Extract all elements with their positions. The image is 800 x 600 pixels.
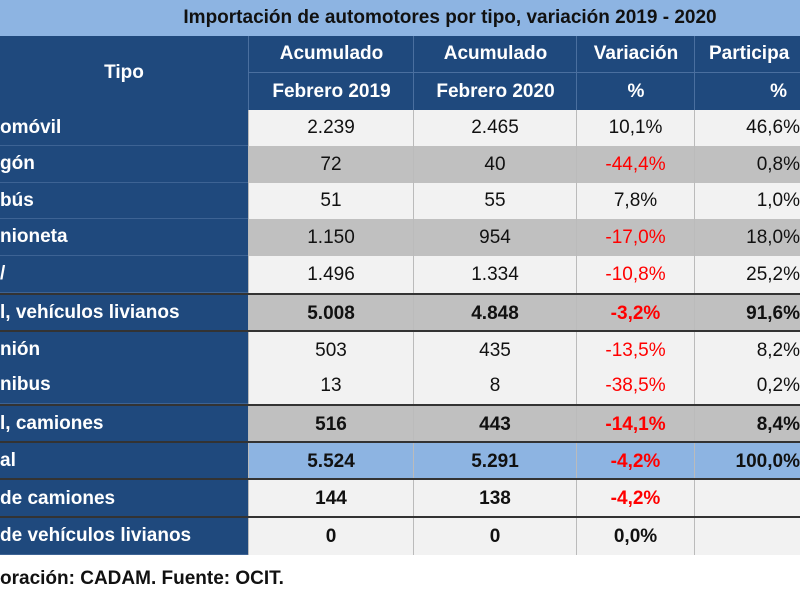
cell-2020: 435 xyxy=(413,332,576,369)
cell-2020: 55 xyxy=(413,183,576,219)
cell-2020: 2.465 xyxy=(413,110,576,146)
header-col-variacion: Variación % xyxy=(576,36,695,110)
header-sublabel: % xyxy=(577,72,695,110)
table-row: de camiones 144 138 -4,2% xyxy=(0,478,800,518)
cell-2019: 516 xyxy=(248,406,413,443)
table-row: nioneta 1.150 954 -17,0% 18,0% xyxy=(0,219,800,256)
table-row: de vehículos livianos 0 0 0,0% xyxy=(0,516,800,555)
cell-variacion: -4,2% xyxy=(576,443,694,480)
cell-2019: 503 xyxy=(248,332,413,369)
row-label: bús xyxy=(0,183,248,219)
cell-2019: 144 xyxy=(248,480,413,518)
table-row: al 5.524 5.291 -4,2% 100,0% xyxy=(0,441,800,480)
header-col-2020: Acumulado Febrero 2020 xyxy=(413,36,577,110)
table-row: /1.496 1.334 -10,8% 25,2% xyxy=(0,256,800,293)
header-tipo-label: Tipo xyxy=(104,62,144,83)
cell-participacion: 8,2% xyxy=(694,332,800,369)
cell-participacion xyxy=(694,480,800,518)
cell-participacion: 0,2% xyxy=(694,367,800,404)
header-label: Participa xyxy=(709,43,790,64)
row-label: al xyxy=(0,443,248,480)
row-label: / xyxy=(0,256,248,293)
cell-2020: 954 xyxy=(413,219,576,256)
row-label: omóvil xyxy=(0,110,248,146)
table-title: Importación de automotores por tipo, var… xyxy=(0,0,800,36)
cell-variacion: 7,8% xyxy=(576,183,694,219)
cell-2020: 0 xyxy=(413,518,576,555)
cell-variacion: -17,0% xyxy=(576,219,694,256)
row-label: l, vehículos livianos xyxy=(0,295,248,332)
header-label: Acumulado xyxy=(279,43,384,64)
cell-participacion: 0,8% xyxy=(694,146,800,183)
header-sublabel: Febrero 2019 xyxy=(249,72,414,110)
cell-variacion: -10,8% xyxy=(576,256,694,293)
cell-2019: 1.496 xyxy=(248,256,413,293)
cell-2020: 5.291 xyxy=(413,443,576,480)
cell-2020: 443 xyxy=(413,406,576,443)
cell-2019: 72 xyxy=(248,146,413,183)
cell-2019: 5.008 xyxy=(248,295,413,332)
cell-variacion: -14,1% xyxy=(576,406,694,443)
cell-2019: 13 xyxy=(248,367,413,404)
header-sublabel: Febrero 2020 xyxy=(414,72,577,110)
cell-2020: 4.848 xyxy=(413,295,576,332)
header-col-participacion: Participa % xyxy=(694,36,800,110)
table-row: nión 503 435 -13,5% 8,2% xyxy=(0,330,800,369)
cell-participacion: 25,2% xyxy=(694,256,800,293)
cell-participacion xyxy=(694,518,800,555)
header-sublabel: % xyxy=(695,72,800,110)
cell-variacion: 10,1% xyxy=(576,110,694,146)
cell-variacion: 0,0% xyxy=(576,518,694,555)
row-label: l, camiones xyxy=(0,406,248,443)
source-note: oración: CADAM. Fuente: OCIT. xyxy=(0,568,284,589)
table-row: bús 51 55 7,8% 1,0% xyxy=(0,183,800,219)
row-label: de camiones xyxy=(0,480,248,518)
cell-2019: 1.150 xyxy=(248,219,413,256)
row-label: gón xyxy=(0,146,248,183)
cell-participacion: 1,0% xyxy=(694,183,800,219)
table-row: l, camiones 516 443 -14,1% 8,4% xyxy=(0,404,800,443)
header-tipo: Tipo xyxy=(0,36,248,110)
table-row: l, vehículos livianos 5.008 4.848 -3,2% 91,6… xyxy=(0,293,800,332)
cell-2020: 1.334 xyxy=(413,256,576,293)
table-row: nibus 13 8 -38,5% 0,2% xyxy=(0,367,800,404)
cell-2019: 51 xyxy=(248,183,413,219)
cell-2019: 0 xyxy=(248,518,413,555)
row-label: nibus xyxy=(0,367,248,404)
cell-variacion: -3,2% xyxy=(576,295,694,332)
row-label: de vehículos livianos xyxy=(0,518,248,555)
cell-2020: 8 xyxy=(413,367,576,404)
row-label: nión xyxy=(0,332,248,369)
header-label: Variación xyxy=(593,43,679,64)
cell-variacion: -4,2% xyxy=(576,480,694,518)
table-row: omóvil 2.239 2.465 10,1% 46,6% xyxy=(0,110,800,146)
cell-participacion: 100,0% xyxy=(694,443,800,480)
row-label: nioneta xyxy=(0,219,248,256)
cell-variacion: -13,5% xyxy=(576,332,694,369)
cell-2020: 138 xyxy=(413,480,576,518)
cell-participacion: 8,4% xyxy=(694,406,800,443)
header-label: Acumulado xyxy=(443,43,548,64)
table-row: gón 72 40 -44,4% 0,8% xyxy=(0,146,800,183)
cell-variacion: -44,4% xyxy=(576,146,694,183)
cell-2019: 2.239 xyxy=(248,110,413,146)
cell-participacion: 91,6% xyxy=(694,295,800,332)
header-col-2019: Acumulado Febrero 2019 xyxy=(248,36,414,110)
cell-variacion: -38,5% xyxy=(576,367,694,404)
cell-participacion: 18,0% xyxy=(694,219,800,256)
cell-2019: 5.524 xyxy=(248,443,413,480)
cell-participacion: 46,6% xyxy=(694,110,800,146)
cell-2020: 40 xyxy=(413,146,576,183)
